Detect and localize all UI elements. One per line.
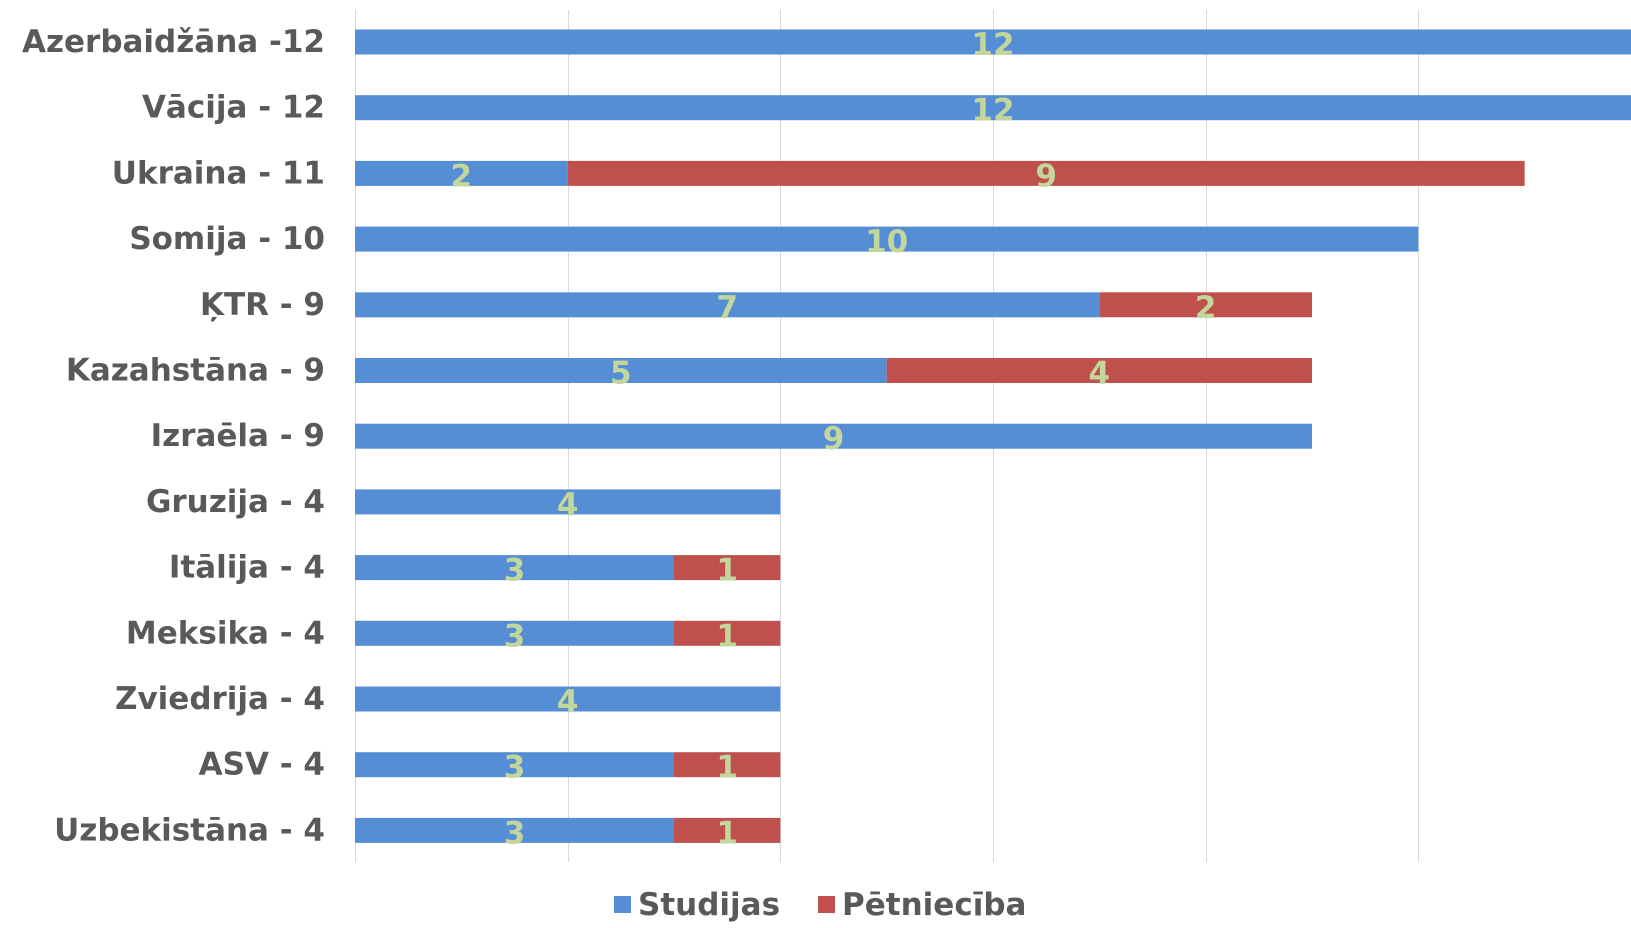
bar-studijas <box>355 489 781 515</box>
category-label: Vācija - 12 <box>142 90 325 126</box>
data-label: 9 <box>1035 158 1057 194</box>
bar-petnieciba <box>1099 292 1312 318</box>
data-label: 5 <box>610 356 632 392</box>
bar-studijas <box>355 358 887 383</box>
data-label: 12 <box>971 93 1014 129</box>
bar-studijas <box>355 752 674 778</box>
bars <box>355 29 1631 843</box>
bar-studijas <box>355 620 674 646</box>
bar-studijas <box>355 423 1312 449</box>
data-label: 1 <box>716 553 738 589</box>
category-label: Izraēla - 9 <box>151 418 325 454</box>
bar-petnieciba <box>567 160 1525 186</box>
category-label: Gruzija - 4 <box>146 484 325 520</box>
bar-petnieciba <box>674 620 781 646</box>
category-label: ĶTR - 9 <box>200 287 325 323</box>
data-label: 9 <box>823 421 845 457</box>
category-label: ASV - 4 <box>199 747 325 783</box>
legend-swatch-studijas <box>614 896 631 913</box>
legend-label-studijas: Studijas <box>638 887 780 923</box>
data-label: 1 <box>716 750 738 786</box>
data-label: 3 <box>504 750 526 786</box>
legend-label-petnieciba: Pētniecība <box>842 887 1026 923</box>
bar-studijas <box>355 686 781 712</box>
bar-studijas <box>355 555 674 581</box>
legend: Studijas Pētniecība <box>614 887 1026 923</box>
bar-studijas <box>355 95 1631 121</box>
data-label: 2 <box>1195 290 1217 326</box>
data-label: 4 <box>557 487 579 523</box>
category-label: Itālija - 4 <box>169 550 325 586</box>
bar-studijas <box>355 160 568 186</box>
data-label: 3 <box>504 815 526 851</box>
data-label: 10 <box>865 224 908 260</box>
bar-petnieciba <box>674 752 781 778</box>
category-label: Meksika - 4 <box>126 615 325 651</box>
legend-swatch-petnieciba <box>818 896 836 913</box>
data-label: 4 <box>557 684 579 720</box>
category-label: Ukraina - 11 <box>112 155 325 191</box>
category-label: Zviedrija - 4 <box>115 681 325 717</box>
data-label: 12 <box>971 27 1014 63</box>
bar-petnieciba <box>886 358 1312 383</box>
data-label: 2 <box>451 158 473 194</box>
data-label: 3 <box>504 618 526 654</box>
bar-studijas <box>355 29 1631 55</box>
bar-studijas <box>355 817 674 843</box>
data-label: 1 <box>716 815 738 851</box>
bar-studijas <box>355 226 1419 252</box>
bar-petnieciba <box>674 817 781 843</box>
category-labels: Azerbaidžāna -12 Vācija - 12 Ukraina - 11 S… <box>22 24 325 848</box>
category-label: Azerbaidžāna -12 <box>22 24 325 60</box>
data-label: 7 <box>716 290 738 326</box>
bar-petnieciba <box>674 555 781 581</box>
data-label: 1 <box>716 618 738 654</box>
category-label: Somija - 10 <box>129 221 325 257</box>
bar-studijas <box>355 292 1100 318</box>
data-label: 4 <box>1089 356 1111 392</box>
category-label: Kazahstāna - 9 <box>66 353 325 389</box>
data-label: 3 <box>504 553 526 589</box>
category-label: Uzbekistāna - 4 <box>54 812 325 848</box>
